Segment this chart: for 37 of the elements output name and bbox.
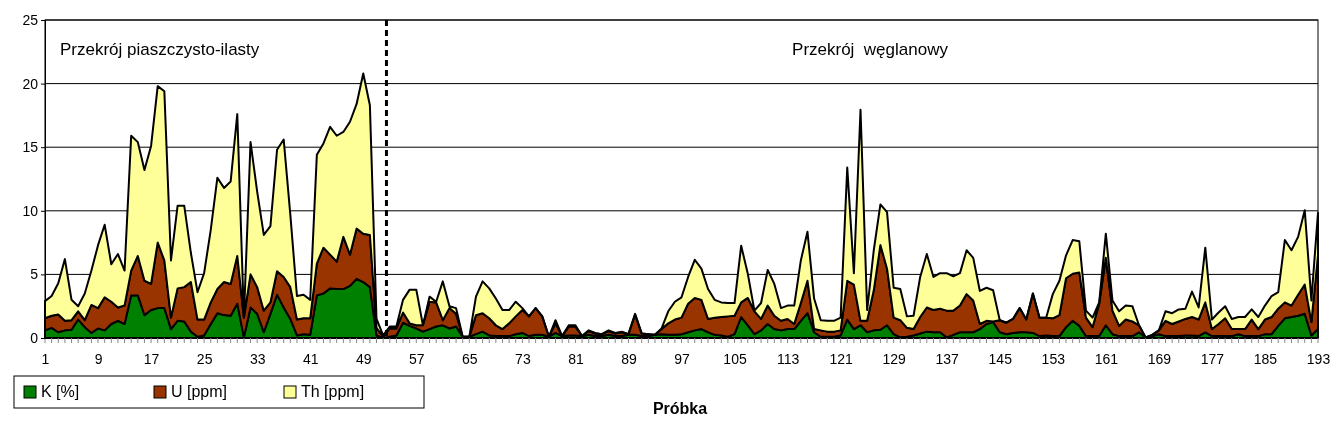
x-tick-label: 1 [41, 350, 50, 367]
x-tick-label: 41 [302, 350, 319, 367]
x-tick-label: 185 [1253, 350, 1278, 367]
legend-label: Th [ppm] [301, 383, 365, 400]
x-tick-label: 153 [1041, 350, 1066, 367]
x-tick-label: 57 [409, 350, 425, 367]
x-tick-label: 145 [988, 350, 1013, 367]
x-tick-label: 161 [1094, 350, 1119, 367]
x-tick-label: 137 [935, 350, 960, 367]
x-tick-label: 177 [1200, 350, 1225, 367]
legend-label: K [%] [41, 383, 80, 400]
x-tick-label: 121 [829, 350, 854, 367]
legend-label: U [ppm] [171, 383, 228, 400]
x-tick-label: 129 [882, 350, 907, 367]
x-tick-label: 89 [621, 350, 637, 367]
x-tick-label: 169 [1147, 350, 1172, 367]
annotation: Przekrój piaszczysto-ilasty [60, 40, 260, 59]
x-tick-label: 113 [776, 350, 800, 367]
x-tick-label: 65 [462, 350, 478, 367]
annotation: Przekrój węglanowy [792, 40, 949, 59]
x-tick-label: 49 [355, 350, 372, 367]
y-tick-label: 10 [22, 202, 39, 219]
y-tick-label: 0 [30, 329, 39, 346]
x-tick-label: 17 [143, 350, 160, 367]
x-tick-label: 25 [196, 350, 213, 367]
x-tick-label: 193 [1306, 350, 1331, 367]
x-tick-label: 97 [674, 350, 690, 367]
y-tick-label: 20 [22, 75, 39, 92]
x-tick-label: 9 [94, 350, 103, 367]
y-tick-label: 15 [22, 139, 39, 156]
x-tick-label: 81 [568, 350, 584, 367]
y-tick-label: 25 [22, 11, 39, 28]
y-tick-label: 5 [30, 266, 39, 283]
x-tick-label: 33 [249, 350, 266, 367]
x-axis-title: Próbka [652, 400, 708, 417]
x-tick-label: 105 [723, 350, 747, 367]
x-tick-label: 73 [515, 350, 531, 367]
